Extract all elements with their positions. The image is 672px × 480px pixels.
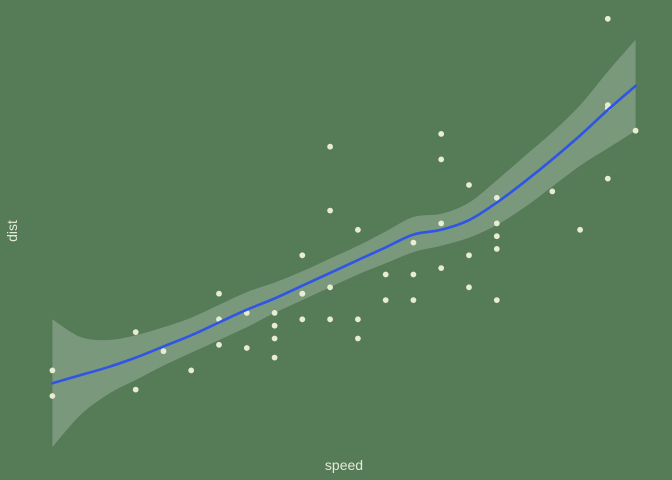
data-point	[438, 220, 445, 227]
data-point	[355, 316, 361, 323]
data-point	[216, 290, 222, 297]
data-point	[438, 131, 445, 137]
data-point	[49, 393, 56, 399]
data-point	[299, 290, 306, 297]
data-point	[132, 386, 139, 393]
data-point	[299, 316, 306, 323]
data-point	[493, 220, 500, 227]
data-point	[160, 348, 167, 355]
data-point	[243, 345, 250, 351]
data-point	[382, 297, 389, 303]
data-point	[493, 194, 500, 201]
y-axis-title: dist	[4, 220, 20, 242]
data-point	[327, 207, 333, 214]
data-point	[382, 271, 389, 278]
data-point	[604, 102, 611, 108]
data-point	[410, 239, 417, 246]
data-point	[577, 226, 583, 233]
data-point	[604, 15, 611, 22]
data-point	[299, 252, 306, 259]
data-point	[188, 367, 195, 374]
data-point	[355, 335, 361, 342]
data-point	[438, 265, 445, 271]
data-point	[49, 367, 56, 374]
plot-area	[49, 15, 639, 448]
data-point	[355, 226, 361, 233]
confidence-band	[52, 39, 636, 448]
data-point	[132, 329, 139, 335]
data-point	[632, 127, 639, 134]
data-point	[327, 284, 333, 291]
data-point	[466, 252, 472, 259]
x-axis-title: speed	[325, 457, 363, 473]
data-point	[271, 354, 278, 361]
data-point	[466, 284, 472, 291]
data-point	[216, 341, 222, 348]
data-point	[271, 310, 278, 316]
data-point	[493, 246, 500, 252]
data-point	[410, 271, 417, 278]
data-point	[327, 143, 333, 150]
data-point	[493, 233, 500, 240]
data-point	[410, 297, 417, 303]
data-point	[466, 182, 472, 188]
data-point	[271, 322, 278, 329]
data-point	[493, 297, 500, 303]
data-point	[549, 188, 556, 195]
data-point	[604, 175, 611, 182]
data-point	[271, 335, 278, 342]
smooth-trend-line	[51, 84, 637, 385]
data-point	[438, 156, 445, 163]
data-point	[327, 316, 333, 323]
